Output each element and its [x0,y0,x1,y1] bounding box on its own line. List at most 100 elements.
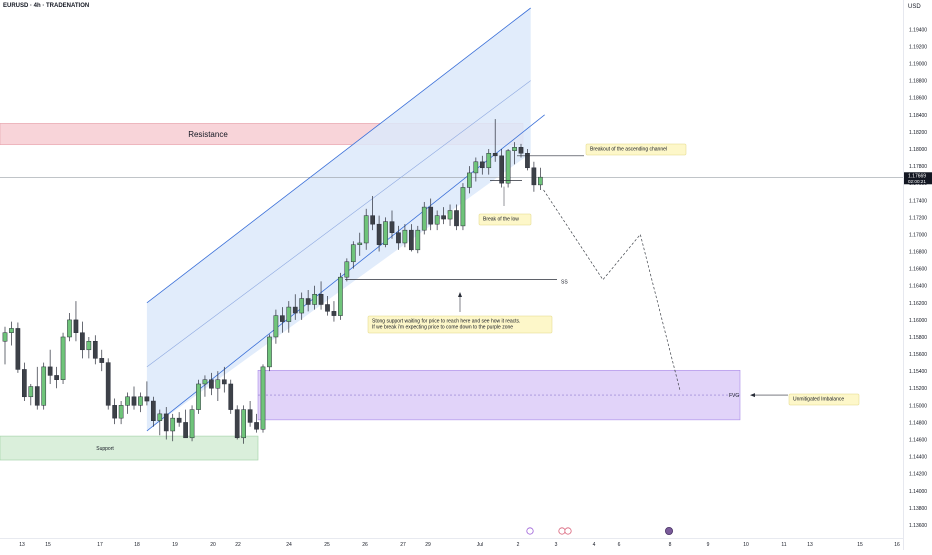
candle [92,335,98,365]
candle-body [92,340,98,359]
candle [434,210,440,231]
price-tick-label: 1.13600 [909,523,927,529]
candle [318,281,324,310]
price-tick-label: 1.18200 [909,130,927,136]
candle [67,313,72,342]
candle [370,195,375,231]
candle [273,309,279,344]
time-tick-label: 17 [97,542,103,548]
candle [499,148,504,188]
candle [305,289,311,312]
price-tick-label: 1.15800 [909,335,927,341]
candle [492,119,498,162]
candle-body [151,400,156,421]
candle [292,294,298,320]
candle-body [163,413,169,432]
channel-midline [146,80,531,368]
candle [196,379,201,414]
candle [215,371,221,402]
event-icon[interactable] [526,527,534,535]
candle [221,366,227,393]
candle-body [479,161,485,169]
candle-body [499,155,504,184]
time-tick-label: 19 [172,542,178,548]
candle [280,307,285,333]
imbalance-callout: Unmitigated Imbalance [788,393,860,406]
candle-body [15,328,21,370]
price-tick-label: 1.17000 [909,232,927,238]
event-icon[interactable] [665,527,674,536]
candle [15,322,21,373]
candle-body [286,306,292,322]
candle-body [209,379,214,389]
candle-body [138,396,143,406]
candle-body [402,229,408,244]
candle [376,215,382,252]
price-tick-label: 1.19000 [909,62,927,68]
candle [9,321,14,346]
candle [441,207,446,225]
candle [299,292,305,320]
price-tick-label: 1.19400 [909,27,927,33]
candle-body [415,229,421,251]
imbalance-callout-text: Unmitigated Imbalance [793,397,844,403]
candle-body [41,366,47,406]
time-tick-label: 13 [807,542,813,548]
candle-body [215,379,221,389]
channel-upper-line [146,7,531,304]
candle [105,358,111,410]
candle [157,409,163,436]
candle-body [267,336,272,368]
imbalance-callout-box [788,393,860,406]
candle [47,349,53,384]
candle [125,392,130,414]
candle [176,412,182,427]
candle-body [370,215,375,225]
ss-label: SS [561,279,568,285]
candle [518,143,524,158]
symbol-title: EURUSD · 4h · TRADENATION [3,3,90,9]
candle-body [518,147,524,154]
candle [389,210,395,239]
time-tick-label: 27 [400,542,406,548]
candle-body [325,304,330,312]
candle-body [389,221,395,233]
support-arrow-head [458,292,462,297]
event-icon[interactable] [564,527,572,535]
candle-body [28,386,34,398]
last-price-value: 1.17669 [908,173,926,179]
candle [350,241,356,269]
candle [409,224,414,252]
price-tick-label: 1.16200 [909,301,927,307]
candle [118,401,124,425]
candle [467,166,472,194]
price-tick-label: 1.13800 [909,506,927,512]
time-tick-label: 26 [362,542,368,548]
strong-support-callout-text: Stong support waiting for price to reach… [372,319,520,325]
candle [112,398,118,425]
event-icon[interactable] [558,527,566,535]
breakout-callout-text: Breakout of the ascending channel [590,147,667,153]
candle [80,321,85,359]
price-tick-label: 1.16000 [909,318,927,324]
candle [60,332,66,384]
candle-body [441,215,446,220]
time-tick-label: Jul [477,542,483,548]
price-tick-label: 1.15600 [909,352,927,358]
candle-body [318,293,324,305]
candle-body [428,206,434,225]
candle-body [228,383,234,410]
candle [163,407,169,440]
candle [460,183,466,231]
resistance-label: Resistance [188,130,228,139]
candle-body [131,396,137,406]
candle-body [505,150,511,184]
break-low-callout-text: Break of the low [483,217,519,223]
price-tick-label: 1.18400 [909,113,927,119]
candle-body [125,396,130,406]
candle-body [221,379,227,385]
candle-body [531,167,537,186]
candle-body [512,147,517,151]
